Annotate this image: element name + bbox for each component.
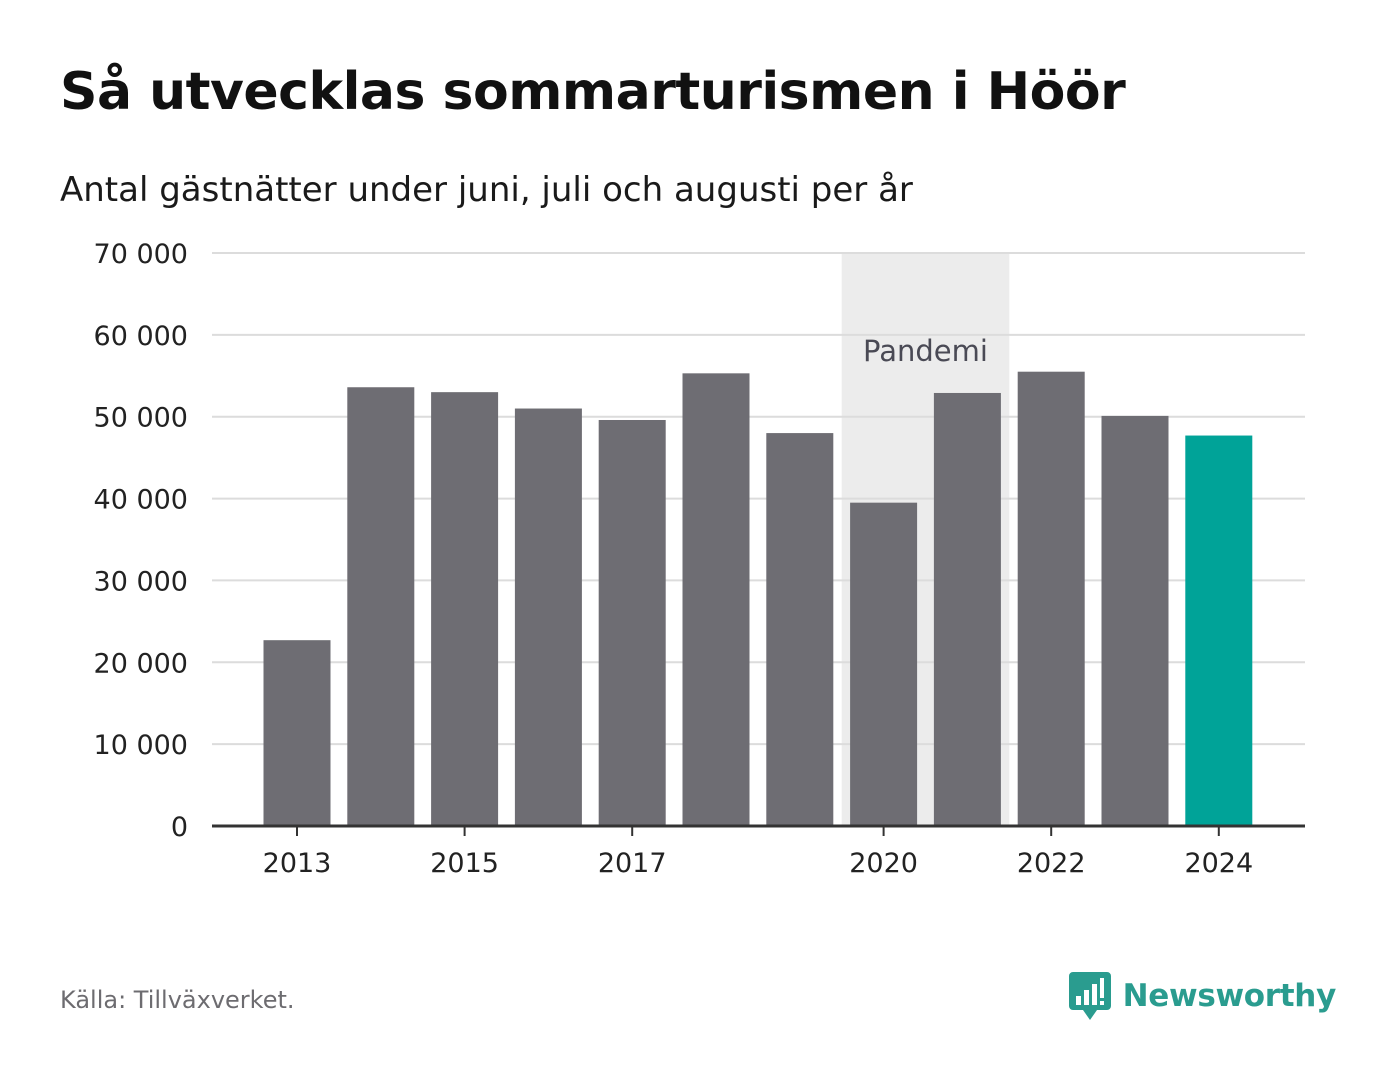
y-tick-label: 70 000 <box>94 239 188 270</box>
source-note: Källa: Tillväxverket. <box>60 986 295 1014</box>
bar-2023 <box>1101 415 1169 826</box>
x-tick-label: 2022 <box>1017 848 1086 879</box>
bar-2021 <box>933 392 1001 826</box>
bar-2015 <box>431 392 499 826</box>
annotation-label: Pandemi <box>863 334 988 368</box>
bar-chart: Pandemi 0 10 000 20 000 30 000 40 000 50 000 60… <box>94 239 1305 879</box>
bar-2018 <box>682 373 750 826</box>
brand-logo: Newsworthy <box>1068 970 1337 1022</box>
y-tick-label: 30 000 <box>94 566 188 597</box>
bar-2016 <box>514 408 582 826</box>
bar-2019 <box>766 433 834 826</box>
bar-2020 <box>850 502 918 826</box>
y-tick-label: 50 000 <box>94 403 188 434</box>
bar-2013 <box>263 640 331 826</box>
bar-2017 <box>598 419 666 826</box>
y-tick-label: 20 000 <box>94 648 188 679</box>
chart-subtitle: Antal gästnätter under juni, juli och au… <box>60 170 913 210</box>
x-tick-label: 2017 <box>598 848 667 879</box>
bar-2024 <box>1185 435 1253 826</box>
newsworthy-logo-icon <box>1068 972 1111 1020</box>
y-tick-label: 60 000 <box>94 321 188 352</box>
brand-name: Newsworthy <box>1122 978 1337 1014</box>
chart-title: Så utvecklas sommarturismen i Höör <box>60 62 1126 122</box>
y-tick-label: 10 000 <box>94 730 188 761</box>
y-tick-label: 0 <box>171 812 188 843</box>
y-tick-label: 40 000 <box>94 485 188 516</box>
x-tick-label: 2013 <box>263 848 332 879</box>
x-tick-label: 2020 <box>849 848 918 879</box>
bar-2022 <box>1017 371 1085 826</box>
x-tick-label: 2024 <box>1184 848 1253 879</box>
x-tick-label: 2015 <box>430 848 499 879</box>
bar-2014 <box>347 387 415 826</box>
